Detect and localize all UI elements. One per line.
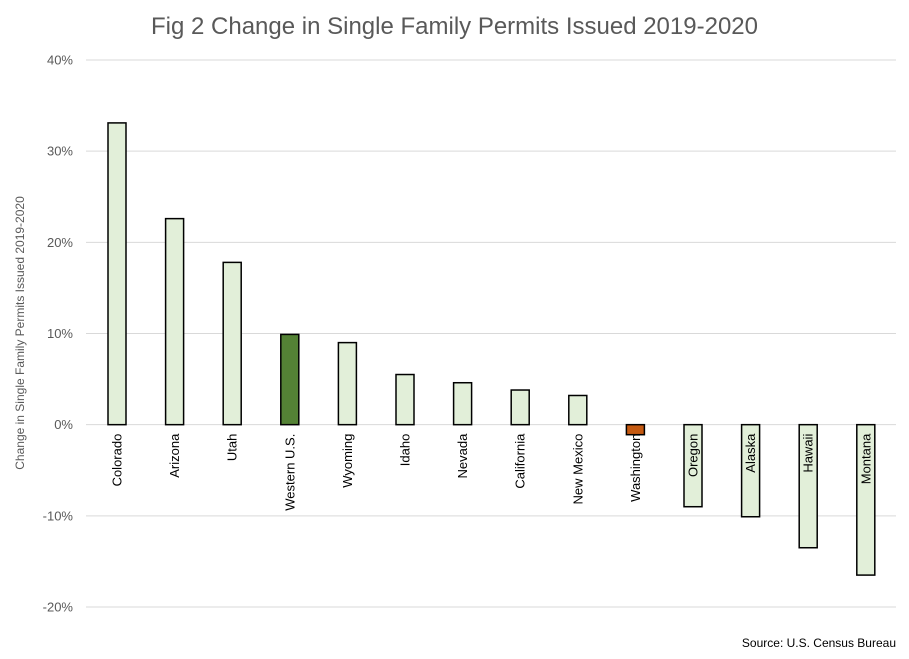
bar-idaho (395, 373, 415, 426)
y-tick-label: 20% (47, 235, 73, 250)
y-axis-ticks: 40% 30% 20% 10% 0% -10% -20% (43, 53, 74, 615)
bar-colorado (107, 122, 127, 426)
category-label: California (513, 433, 528, 489)
bar-nevada (452, 381, 473, 426)
y-tick-label: -10% (43, 508, 74, 523)
y-axis-label: Change in Single Family Permits Issued 2… (13, 196, 27, 470)
category-label: Nevada (455, 433, 470, 479)
bar-new-mexico (568, 394, 588, 426)
y-tick-label: -20% (43, 600, 74, 615)
bar-utah (222, 261, 242, 426)
y-tick-label: 40% (47, 53, 73, 68)
category-label: Utah (225, 434, 240, 461)
bar-western-u-s (280, 333, 300, 426)
category-label: Idaho (398, 434, 413, 467)
y-tick-label: 30% (47, 144, 73, 159)
category-label: Western U.S. (282, 434, 297, 511)
source-note: Source: U.S. Census Bureau (742, 636, 896, 650)
bar-alaska (740, 423, 761, 518)
category-label: Wyoming (340, 434, 355, 488)
bar-montana (856, 423, 876, 576)
category-label: Montana (858, 433, 873, 484)
category-label: Washington (628, 434, 643, 502)
y-tick-label: 10% (47, 326, 73, 341)
bar-arizona (164, 217, 185, 426)
category-label: Alaska (743, 433, 758, 473)
category-labels: Colorado Arizona Utah Western U.S. Wyoming Id… (110, 433, 874, 511)
category-label: Hawaii (801, 434, 816, 473)
bar-oregon (683, 423, 703, 508)
bars (107, 122, 876, 576)
bar-hawaii (798, 423, 818, 549)
chart-title: Fig 2 Change in Single Family Permits Is… (151, 13, 758, 40)
bar-wyoming (337, 341, 358, 426)
category-label: Oregon (686, 434, 701, 477)
category-label: Arizona (167, 433, 182, 478)
category-label: Colorado (110, 434, 125, 487)
category-label: New Mexico (570, 434, 585, 505)
bar-california (510, 389, 530, 426)
bar-washington (625, 423, 646, 436)
gridlines (86, 59, 896, 608)
y-tick-label: 0% (54, 417, 73, 432)
